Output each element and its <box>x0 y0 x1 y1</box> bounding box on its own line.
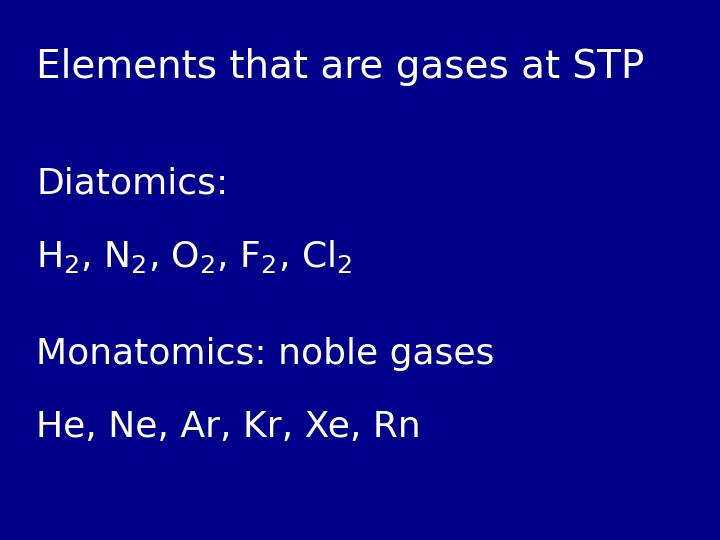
Text: Monatomics: noble gases: Monatomics: noble gases <box>36 337 495 370</box>
Text: He, Ne, Ar, Kr, Xe, Rn: He, Ne, Ar, Kr, Xe, Rn <box>36 410 420 443</box>
Text: H$_2$, N$_2$, O$_2$, F$_2$, Cl$_2$: H$_2$, N$_2$, O$_2$, F$_2$, Cl$_2$ <box>36 238 352 275</box>
Text: Diatomics:: Diatomics: <box>36 167 228 200</box>
Text: Elements that are gases at STP: Elements that are gases at STP <box>36 49 644 86</box>
